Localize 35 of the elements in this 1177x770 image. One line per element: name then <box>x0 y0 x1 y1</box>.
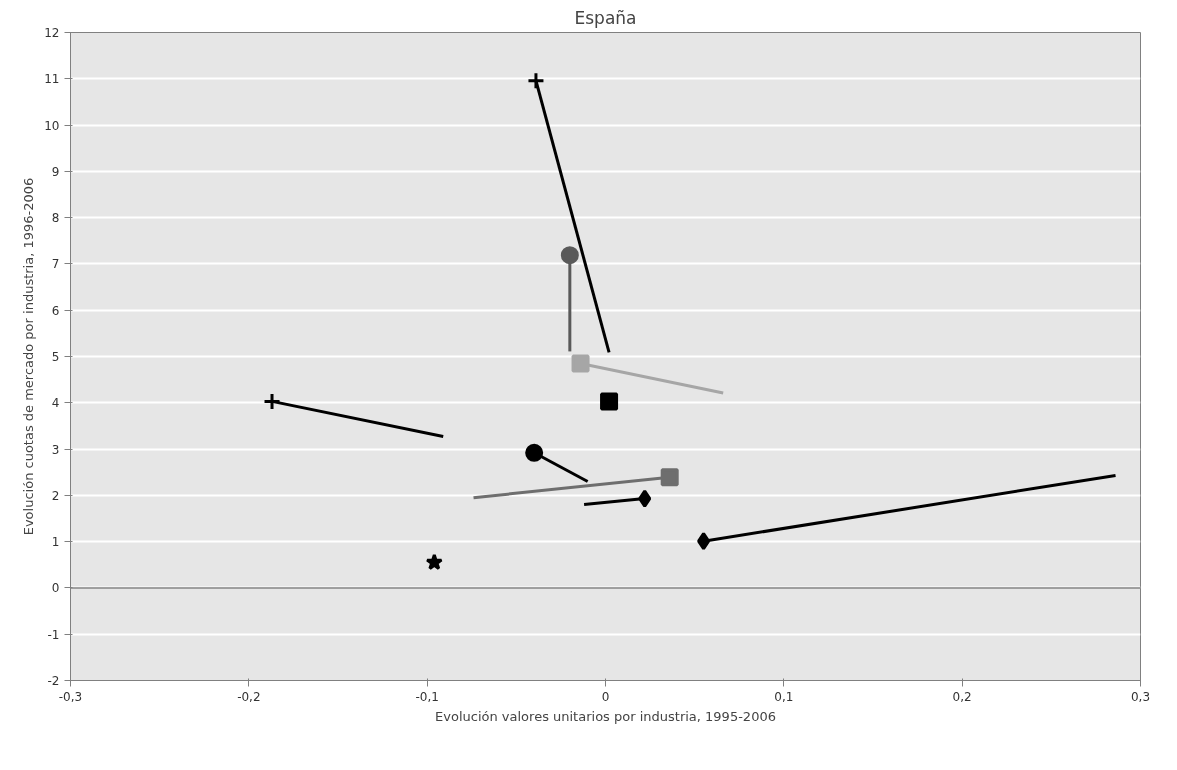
y-tick-label: 10 <box>44 118 60 133</box>
point <box>526 71 545 90</box>
y-tick-label: 3 <box>51 442 60 457</box>
y-tick-label: 12 <box>44 26 60 40</box>
y-axis-title: Evolución cuotas de mercado por industria, 1996-2006 <box>21 177 37 536</box>
point <box>525 443 544 462</box>
point <box>660 468 679 487</box>
point <box>560 246 579 265</box>
x-tick-label: 0,1 <box>774 689 794 704</box>
y-tick-label: 1 <box>51 535 60 550</box>
y-tick-label: -1 <box>47 627 60 642</box>
point <box>571 354 590 373</box>
y-tick-label: 4 <box>51 396 60 411</box>
x-tick-label: -0,3 <box>58 689 83 704</box>
x-tick-label: 0,3 <box>1130 689 1151 704</box>
y-tick-label: 5 <box>51 350 60 364</box>
point <box>425 553 443 571</box>
chart-title: España <box>574 7 637 28</box>
point <box>638 489 652 508</box>
point <box>263 392 282 411</box>
y-tick-label: 11 <box>44 72 60 87</box>
x-axis-title: Evolución valores unitarios por industria, 1995-2006 <box>435 708 776 724</box>
y-tick-label: 0 <box>51 581 60 596</box>
y-tick-label: 7 <box>51 257 60 272</box>
point <box>600 392 619 411</box>
y-tick-label: 2 <box>51 488 60 503</box>
y-tick-label: 9 <box>51 164 60 179</box>
x-tick-label: -0,2 <box>237 689 261 704</box>
point <box>697 532 711 551</box>
x-tick-label: -0,1 <box>415 689 439 704</box>
y-tick-label: -2 <box>47 674 60 688</box>
y-tick-label: 6 <box>51 303 60 318</box>
x-tick-label: 0 <box>601 689 610 704</box>
x-tick-label: 0,2 <box>952 689 972 704</box>
y-tick-label: 8 <box>51 211 60 226</box>
